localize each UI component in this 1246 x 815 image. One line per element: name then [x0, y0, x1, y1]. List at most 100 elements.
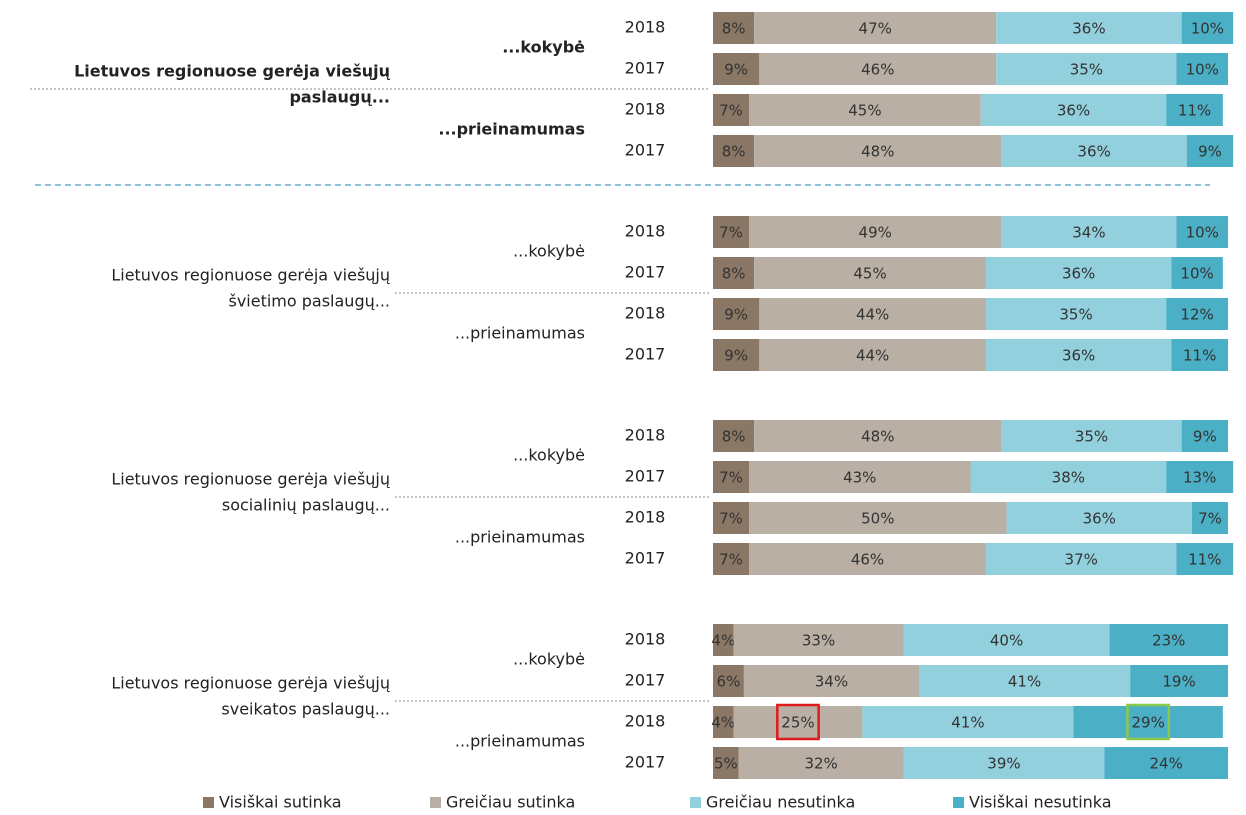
subgroup-label: ...prieinamumas	[455, 732, 585, 751]
highlight-box	[776, 703, 820, 741]
value-label: 11%	[1183, 347, 1216, 365]
value-label: 8%	[722, 20, 746, 38]
value-label: 9%	[724, 61, 748, 79]
bar-segment	[1186, 135, 1234, 167]
bar-segment	[1001, 420, 1182, 452]
legend-swatch	[430, 797, 441, 808]
value-label: 50%	[861, 510, 894, 528]
year-label: 2017	[625, 671, 666, 690]
bar-segment	[749, 502, 1007, 534]
bar-segment	[713, 94, 750, 126]
bar-segment	[713, 706, 734, 738]
value-label: 48%	[861, 143, 894, 161]
bar-segment	[996, 12, 1182, 44]
legend-label: Visiškai sutinka	[219, 793, 342, 812]
group-label: Lietuvos regionuose gerėja viešųjų	[74, 62, 391, 81]
legend-swatch	[203, 797, 214, 808]
year-label: 2018	[625, 712, 666, 731]
bar-segment	[1001, 135, 1187, 167]
value-label: 11%	[1188, 551, 1221, 569]
bar-segment	[1181, 420, 1228, 452]
subgroup-label: ...prieinamumas	[455, 528, 585, 547]
value-label: 35%	[1075, 428, 1108, 446]
value-label: 47%	[859, 20, 892, 38]
value-label: 36%	[1083, 510, 1116, 528]
subgroup-label: ...prieinamumas	[438, 120, 585, 139]
bar-segment	[985, 543, 1177, 575]
bar-segment	[713, 747, 739, 779]
bar-segment	[754, 135, 1002, 167]
bar-segment	[862, 706, 1074, 738]
value-label: 36%	[1057, 102, 1090, 120]
bar-segment	[749, 94, 981, 126]
value-label: 8%	[722, 428, 746, 446]
legend-label: Greičiau nesutinka	[706, 793, 855, 812]
value-label: 49%	[859, 224, 892, 242]
bar-segment	[754, 420, 1002, 452]
group-label: socialinių paslaugų...	[222, 496, 390, 515]
value-label: 45%	[853, 265, 886, 283]
legend-label: Greičiau sutinka	[446, 793, 575, 812]
bar-segment	[713, 420, 755, 452]
bar-segment	[733, 706, 863, 738]
value-label: 9%	[1193, 428, 1217, 446]
bar-segment	[713, 624, 734, 656]
value-label: 7%	[719, 102, 743, 120]
value-label: 46%	[861, 61, 894, 79]
bar-segment	[1001, 216, 1177, 248]
value-label: 9%	[724, 347, 748, 365]
bar-segment	[980, 94, 1167, 126]
bar-segment	[713, 12, 755, 44]
bar-segment	[759, 298, 986, 330]
bar-segment	[1176, 216, 1228, 248]
legend-swatch	[953, 797, 964, 808]
year-label: 2018	[625, 18, 666, 37]
value-label: 45%	[848, 102, 881, 120]
subgroup-label: ...kokybė	[513, 446, 585, 465]
value-label: 10%	[1186, 61, 1219, 79]
value-label: 7%	[719, 469, 743, 487]
group-label: paslaugų...	[289, 88, 390, 107]
value-label: 37%	[1065, 551, 1098, 569]
bar-segment	[1166, 461, 1234, 493]
bar-segment	[749, 543, 986, 575]
value-label: 33%	[802, 632, 835, 650]
bar-segment	[1176, 543, 1234, 575]
bar-segment	[754, 257, 986, 289]
year-label: 2017	[625, 263, 666, 282]
year-label: 2017	[625, 467, 666, 486]
value-label: 36%	[1062, 347, 1095, 365]
bar-segment	[1191, 502, 1228, 534]
year-label: 2017	[625, 753, 666, 772]
value-label: 13%	[1183, 469, 1216, 487]
bar-segment	[713, 665, 744, 697]
value-label: 36%	[1062, 265, 1095, 283]
year-label: 2018	[625, 222, 666, 241]
value-label: 11%	[1178, 102, 1211, 120]
bar-segment	[713, 53, 760, 85]
subgroup-label: ...kokybė	[513, 242, 585, 261]
year-label: 2017	[625, 345, 666, 364]
value-label: 10%	[1180, 265, 1213, 283]
bar-segment	[903, 747, 1105, 779]
value-label: 35%	[1059, 306, 1092, 324]
bar-segment	[985, 257, 1172, 289]
value-label: 9%	[1198, 143, 1222, 161]
value-label: 43%	[843, 469, 876, 487]
subgroup-label: ...kokybė	[513, 650, 585, 669]
bar-segment	[754, 12, 997, 44]
group-label: švietimo paslaugų...	[228, 292, 390, 311]
legend-swatch	[690, 797, 701, 808]
value-label: 4%	[711, 632, 735, 650]
year-label: 2018	[625, 508, 666, 527]
bar-segment	[713, 461, 750, 493]
value-label: 7%	[1198, 510, 1222, 528]
value-label: 46%	[851, 551, 884, 569]
value-label: 29%	[1132, 714, 1165, 732]
bar-segment	[738, 747, 904, 779]
value-label: 12%	[1180, 306, 1213, 324]
bar-segment	[713, 339, 760, 371]
bar-segment	[759, 53, 997, 85]
bar-segment	[985, 298, 1167, 330]
